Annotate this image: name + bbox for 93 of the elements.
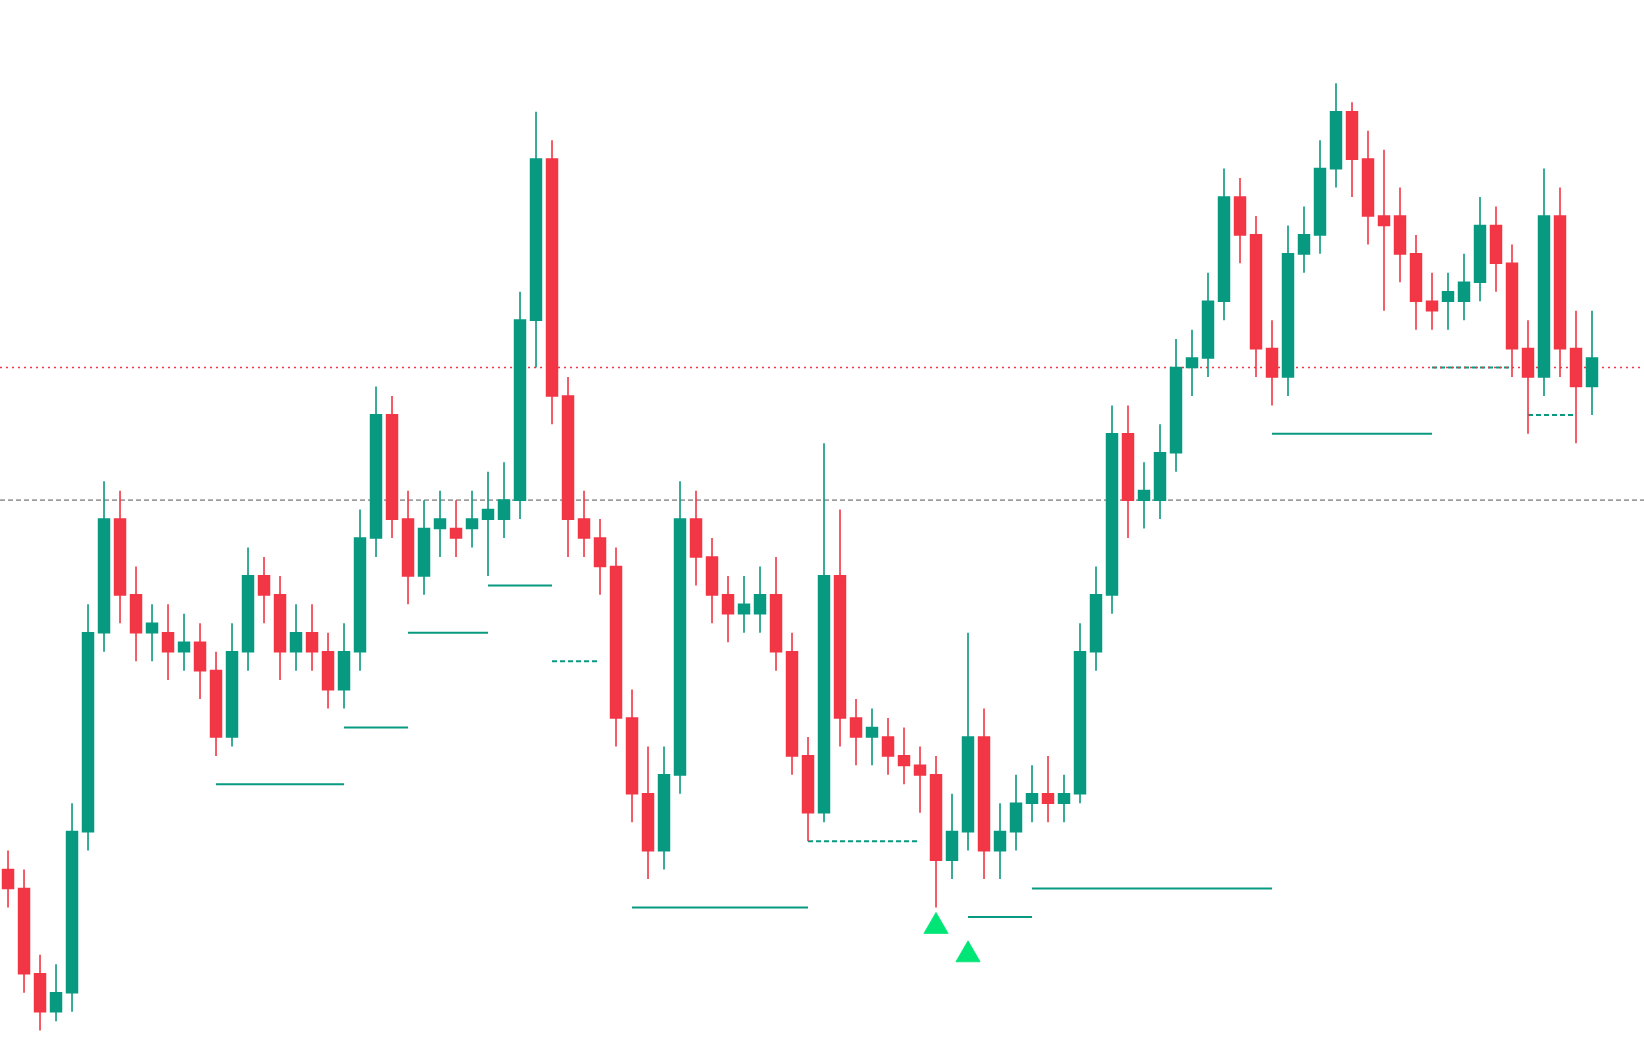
candlestick (705, 537, 719, 625)
candlestick (673, 480, 687, 795)
candlestick (1201, 271, 1215, 378)
candlestick (513, 290, 527, 520)
candlestick (1473, 196, 1487, 303)
candlestick (81, 603, 95, 852)
candlestick (785, 631, 799, 776)
candlestick (833, 508, 847, 748)
candlestick (529, 110, 543, 369)
candlestick (625, 688, 639, 823)
candlestick (1185, 328, 1199, 397)
candlestick (753, 565, 767, 634)
candlestick (177, 613, 191, 672)
candlestick (1329, 82, 1343, 189)
candlestick (257, 556, 271, 625)
candlestick (609, 546, 623, 748)
candlestick (1041, 755, 1055, 823)
candlestick (401, 489, 415, 606)
candlestick (1121, 404, 1135, 539)
candlestick (1073, 622, 1087, 805)
candlestick (145, 603, 159, 662)
candlestick (641, 745, 655, 880)
candlestick (209, 650, 223, 757)
candlestick (1, 849, 15, 909)
candlestick (1313, 139, 1327, 255)
candlestick (945, 792, 959, 880)
candlestick (369, 385, 383, 558)
candlestick (865, 707, 879, 767)
candlestick (161, 603, 175, 681)
candlestick (801, 736, 815, 842)
candlestick (321, 631, 335, 710)
candlestick (273, 575, 287, 681)
candlestick (97, 480, 111, 653)
candlestick (1089, 565, 1103, 672)
candlestick (353, 508, 367, 672)
candlestick (113, 489, 127, 625)
candlestick (129, 565, 143, 662)
candlestick (1009, 774, 1023, 852)
candlestick (961, 631, 975, 852)
candlestick (1233, 177, 1247, 265)
candlestick (721, 575, 735, 644)
candlestick (481, 470, 495, 577)
candlestick (1217, 167, 1231, 321)
candlestick (689, 489, 703, 587)
candlestick (289, 603, 303, 672)
candlestick (49, 963, 63, 1022)
candlestick (1409, 234, 1423, 331)
candlestick (465, 489, 479, 549)
candlestick (1153, 423, 1167, 520)
candlestick (449, 499, 463, 558)
candlestick (1105, 404, 1119, 615)
candlestick (657, 745, 671, 871)
candlestick (1457, 253, 1471, 321)
candlestick (1297, 205, 1311, 274)
candlestick (1441, 271, 1455, 331)
candlestick (305, 603, 319, 672)
candlestick (1057, 774, 1071, 823)
candlestick (1137, 461, 1151, 530)
candlestick (913, 745, 927, 814)
candlestick (1169, 338, 1183, 473)
candlestick (1537, 167, 1551, 397)
candlestick (417, 499, 431, 596)
candlestick (497, 461, 511, 539)
candlestick (1489, 205, 1503, 293)
candlestick (17, 868, 31, 994)
candlestick (1361, 129, 1375, 246)
candlestick (433, 489, 447, 558)
candlestick (593, 518, 607, 596)
candlestick (577, 489, 591, 558)
candlestick (1345, 101, 1359, 198)
candlestick (769, 556, 783, 672)
candlestick (1425, 271, 1439, 331)
candlestick (337, 622, 351, 710)
candlestick (225, 622, 239, 748)
candlestick (1377, 148, 1391, 312)
candlestick (993, 802, 1007, 880)
candlestick (33, 954, 47, 1032)
candlestick (881, 717, 895, 776)
candlestick (737, 575, 751, 634)
candlestick (1025, 764, 1039, 823)
candlestick (817, 442, 831, 823)
candlestick (241, 546, 255, 672)
candlestick (561, 376, 575, 558)
candlestick (65, 802, 79, 1013)
candlestick (1585, 309, 1599, 416)
candlestick (193, 622, 207, 700)
candlestick (1393, 186, 1407, 284)
candlestick (897, 726, 911, 786)
candlestick (977, 707, 991, 880)
candlestick (1281, 224, 1295, 397)
candlestick (849, 698, 863, 767)
candlestick (929, 755, 943, 909)
candlestick (385, 395, 399, 539)
